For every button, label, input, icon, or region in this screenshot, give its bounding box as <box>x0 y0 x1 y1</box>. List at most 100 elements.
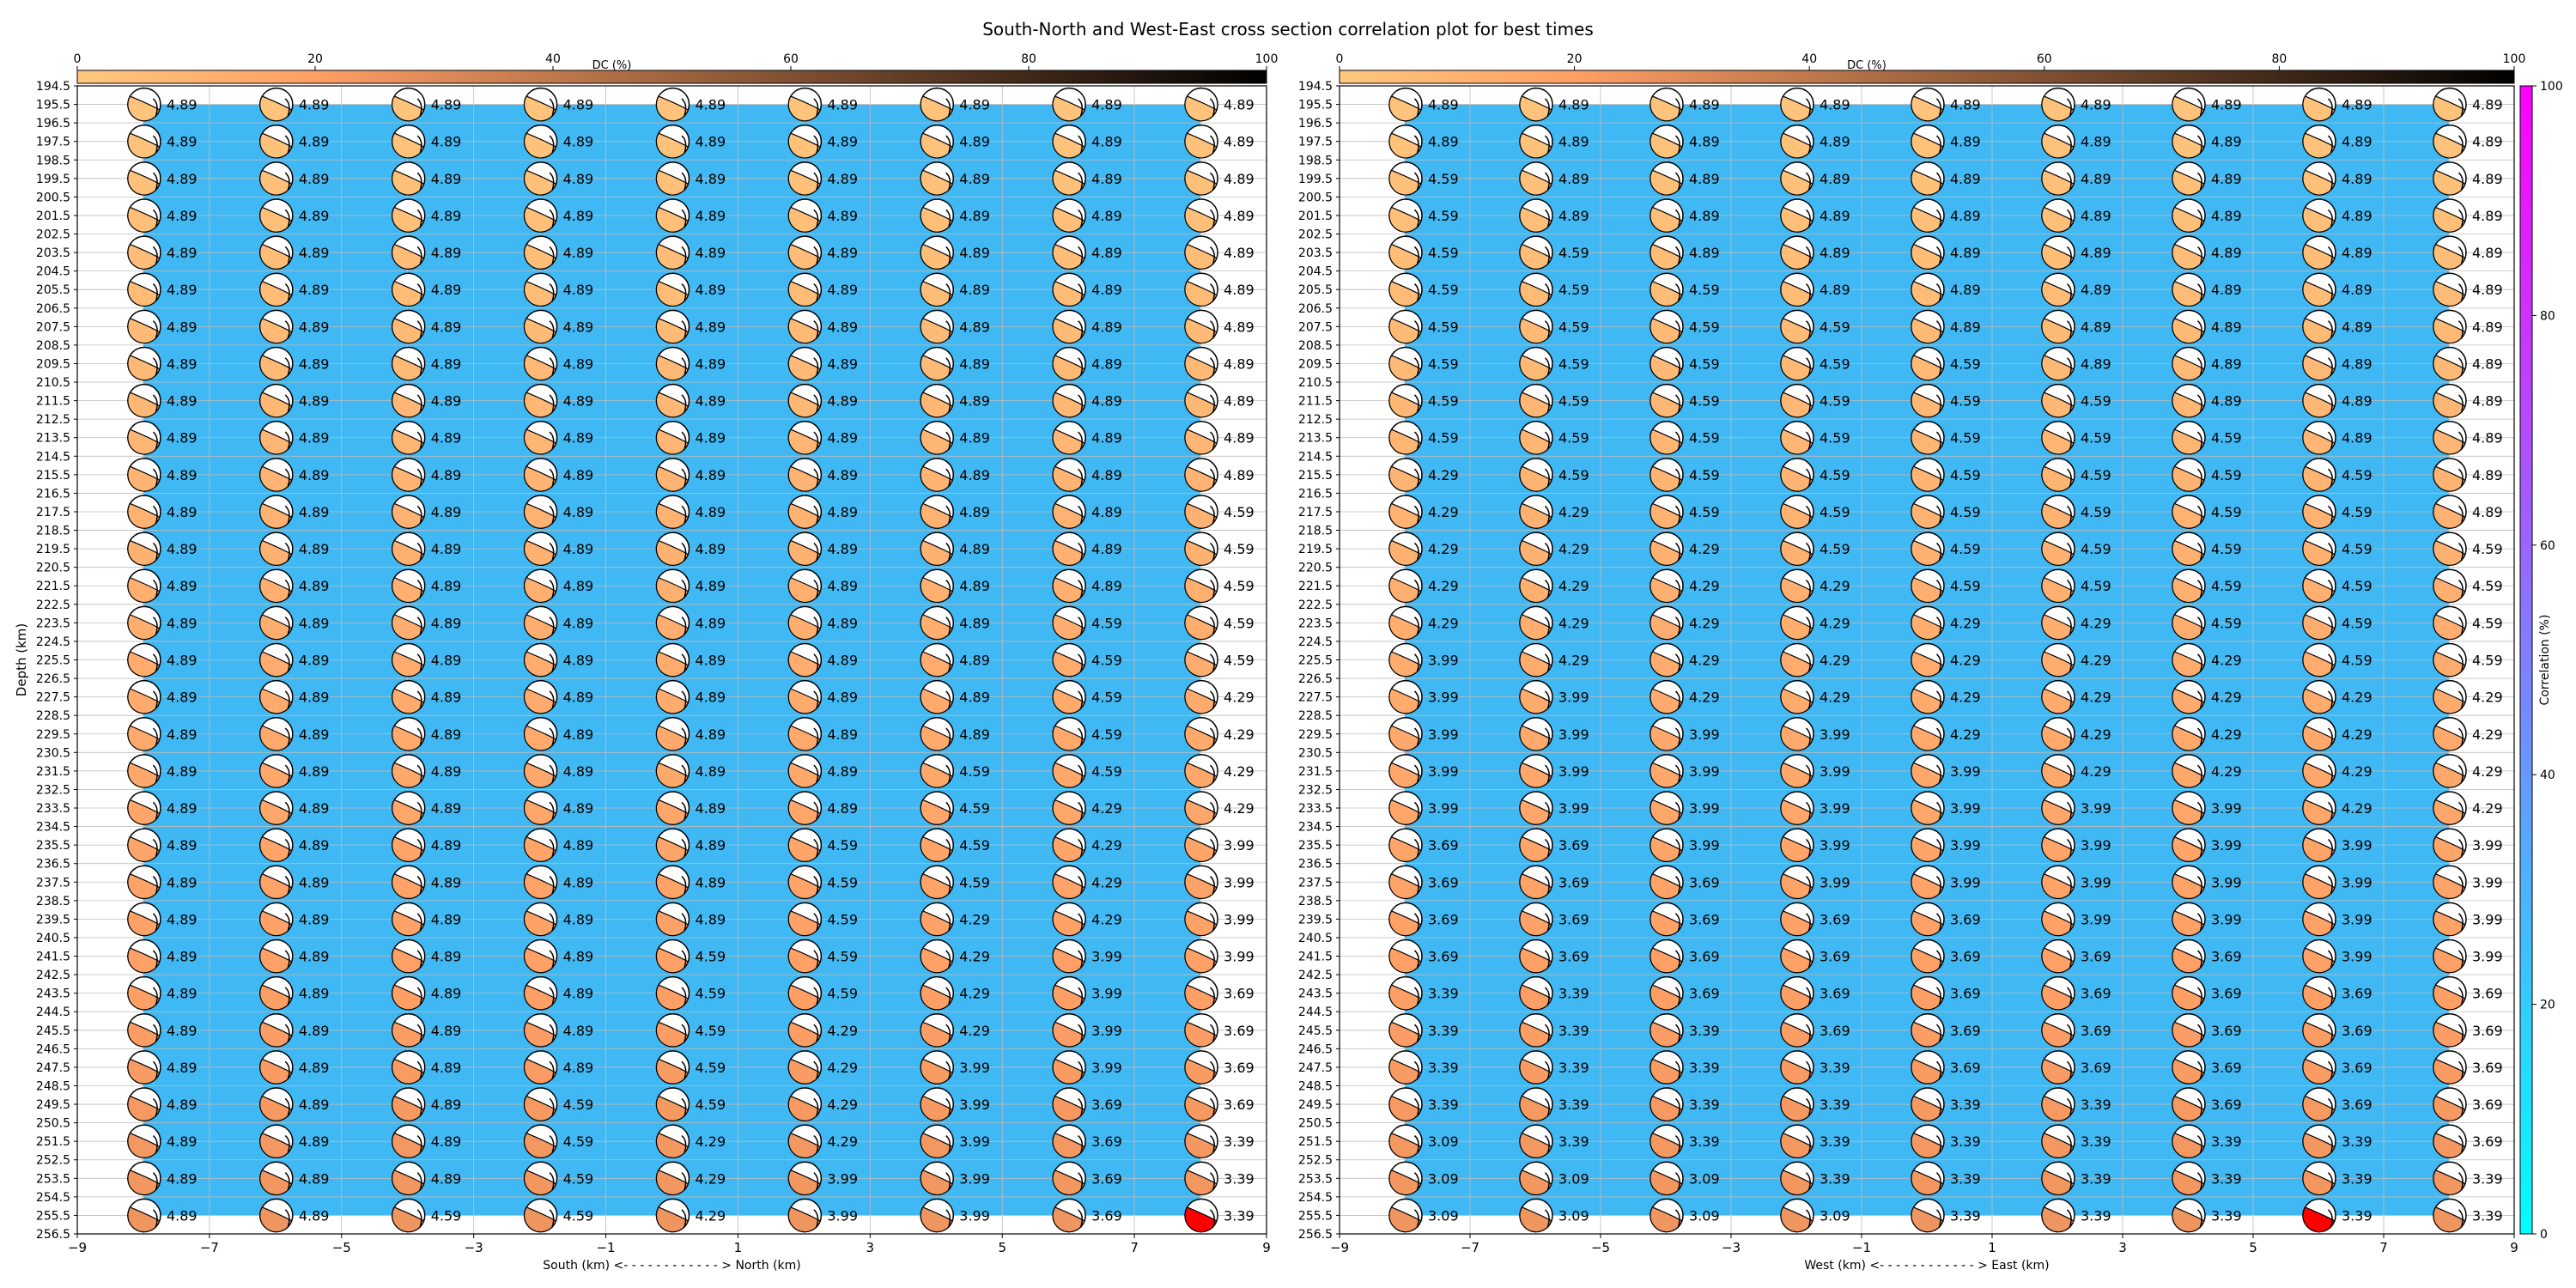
data-label: 4.89 <box>696 911 726 927</box>
data-label: 4.89 <box>563 467 594 483</box>
beachball-compression <box>1519 614 1552 641</box>
beachball-compression <box>2302 243 2336 270</box>
data-label: 4.89 <box>167 467 197 483</box>
y-tick-label: 231.5 <box>36 765 70 779</box>
data-label: 4.89 <box>563 171 594 187</box>
data-label: 4.29 <box>1558 615 1589 631</box>
beachball-nodal-line <box>1935 357 1941 376</box>
beachball <box>1052 679 1086 714</box>
beachball <box>127 1087 161 1121</box>
beachball-nodal-line <box>2066 1172 2072 1191</box>
beachball <box>1388 124 1423 159</box>
beachball-nodal-line <box>1674 283 1680 302</box>
beachball-compression <box>523 1021 557 1048</box>
data-label: 3.39 <box>1428 986 1459 1002</box>
beachball-nodal-line <box>2066 283 2072 302</box>
x-tick-label: 5 <box>2249 1240 2257 1255</box>
beachball-nodal-line <box>1544 1209 1550 1228</box>
beachball-nodal-line <box>945 838 951 858</box>
data-label: 4.29 <box>696 1133 726 1150</box>
y-tick-label: 198.5 <box>1298 154 1333 167</box>
beachball-compression <box>920 1132 953 1158</box>
beachball <box>523 679 558 714</box>
beachball <box>259 458 294 492</box>
dc-colorbar-tick-label: 0 <box>1336 52 1344 66</box>
beachball-compression <box>2172 1021 2205 1048</box>
beachball-compression <box>392 355 425 381</box>
beachball <box>391 791 426 825</box>
beachball-nodal-line <box>1935 246 1941 265</box>
beachball-compression <box>1780 910 1814 937</box>
data-label: 3.99 <box>1091 1060 1122 1076</box>
beachball <box>1911 605 1945 641</box>
dc-colorbar-tick-label: 60 <box>783 52 799 66</box>
beachball <box>1519 568 1553 604</box>
beachball-compression <box>1052 206 1085 233</box>
beachball-compression <box>1052 355 1085 381</box>
beachball-compression <box>2172 95 2205 122</box>
data-label: 3.39 <box>1820 1170 1850 1187</box>
beachball-compression <box>2172 688 2205 714</box>
beachball-compression <box>1519 688 1552 714</box>
beachball-compression <box>1519 1132 1552 1158</box>
y-tick-label: 219.5 <box>36 543 70 556</box>
y-tick-label: 212.5 <box>36 413 70 427</box>
data-label: 3.99 <box>1820 837 1850 854</box>
beachball <box>1388 495 1423 529</box>
beachball-compression <box>523 169 557 196</box>
data-label: 4.29 <box>1224 800 1255 817</box>
data-label: 4.89 <box>1689 134 1720 150</box>
beachball <box>127 309 161 344</box>
beachball-nodal-line <box>945 950 951 969</box>
beachball-compression <box>259 947 293 974</box>
beachball <box>1911 828 1945 862</box>
beachball <box>787 754 823 788</box>
beachball-nodal-line <box>1674 1172 1680 1191</box>
data-label: 4.29 <box>1689 615 1720 631</box>
beachball-compression <box>1388 465 1422 492</box>
beachball-compression <box>259 539 293 566</box>
beachball-compression <box>655 392 690 418</box>
beachball-compression <box>1911 688 1944 714</box>
beachball-compression <box>127 725 161 751</box>
beachball-nodal-line <box>152 246 158 265</box>
beachball-compression <box>1780 873 1814 900</box>
beachball-nodal-line <box>1935 1097 1941 1117</box>
beachball-nodal-line <box>2196 987 2202 1006</box>
beachball <box>787 309 823 344</box>
beachball-compression <box>920 392 953 418</box>
beachball-compression <box>1519 873 1552 900</box>
beachball <box>391 754 426 788</box>
beachball-compression <box>392 95 425 122</box>
beachball <box>1911 1198 1945 1233</box>
beachball-compression <box>655 725 690 751</box>
beachball-nodal-line <box>1805 283 1811 302</box>
beachball-nodal-line <box>1209 727 1215 747</box>
beachball-nodal-line <box>1674 653 1680 672</box>
data-label: 4.89 <box>2342 134 2372 150</box>
data-label: 4.59 <box>1820 355 1850 372</box>
beachball-nodal-line <box>1805 838 1811 858</box>
data-label: 3.99 <box>1428 690 1459 706</box>
beachball-compression <box>2433 984 2466 1011</box>
data-label: 3.39 <box>1558 1133 1589 1150</box>
beachball-nodal-line <box>1805 1209 1811 1228</box>
beachball <box>523 975 558 1011</box>
beachball-nodal-line <box>1935 987 1941 1006</box>
data-label: 4.89 <box>431 541 462 557</box>
beachball <box>391 605 426 641</box>
beachball-nodal-line <box>1413 580 1419 598</box>
beachball <box>1184 568 1218 604</box>
beachball-nodal-line <box>1544 617 1550 635</box>
beachball-nodal-line <box>813 617 819 635</box>
beachball <box>2302 975 2336 1011</box>
beachball-nodal-line <box>2327 1097 2333 1117</box>
beachball-nodal-line <box>813 172 819 191</box>
beachball-nodal-line <box>549 690 555 710</box>
beachball-nodal-line <box>284 431 290 451</box>
data-label: 4.89 <box>1689 97 1720 113</box>
beachball-compression <box>127 243 161 270</box>
beachball <box>2172 1124 2206 1158</box>
data-label: 4.89 <box>1689 171 1720 187</box>
data-label: 4.89 <box>299 97 330 113</box>
